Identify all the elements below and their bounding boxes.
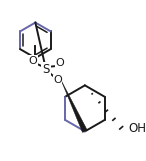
Text: O: O bbox=[53, 75, 62, 85]
Text: O: O bbox=[56, 58, 65, 68]
Text: O: O bbox=[28, 56, 37, 66]
Polygon shape bbox=[61, 80, 87, 133]
Text: S: S bbox=[42, 63, 50, 76]
Text: OH: OH bbox=[128, 122, 146, 135]
